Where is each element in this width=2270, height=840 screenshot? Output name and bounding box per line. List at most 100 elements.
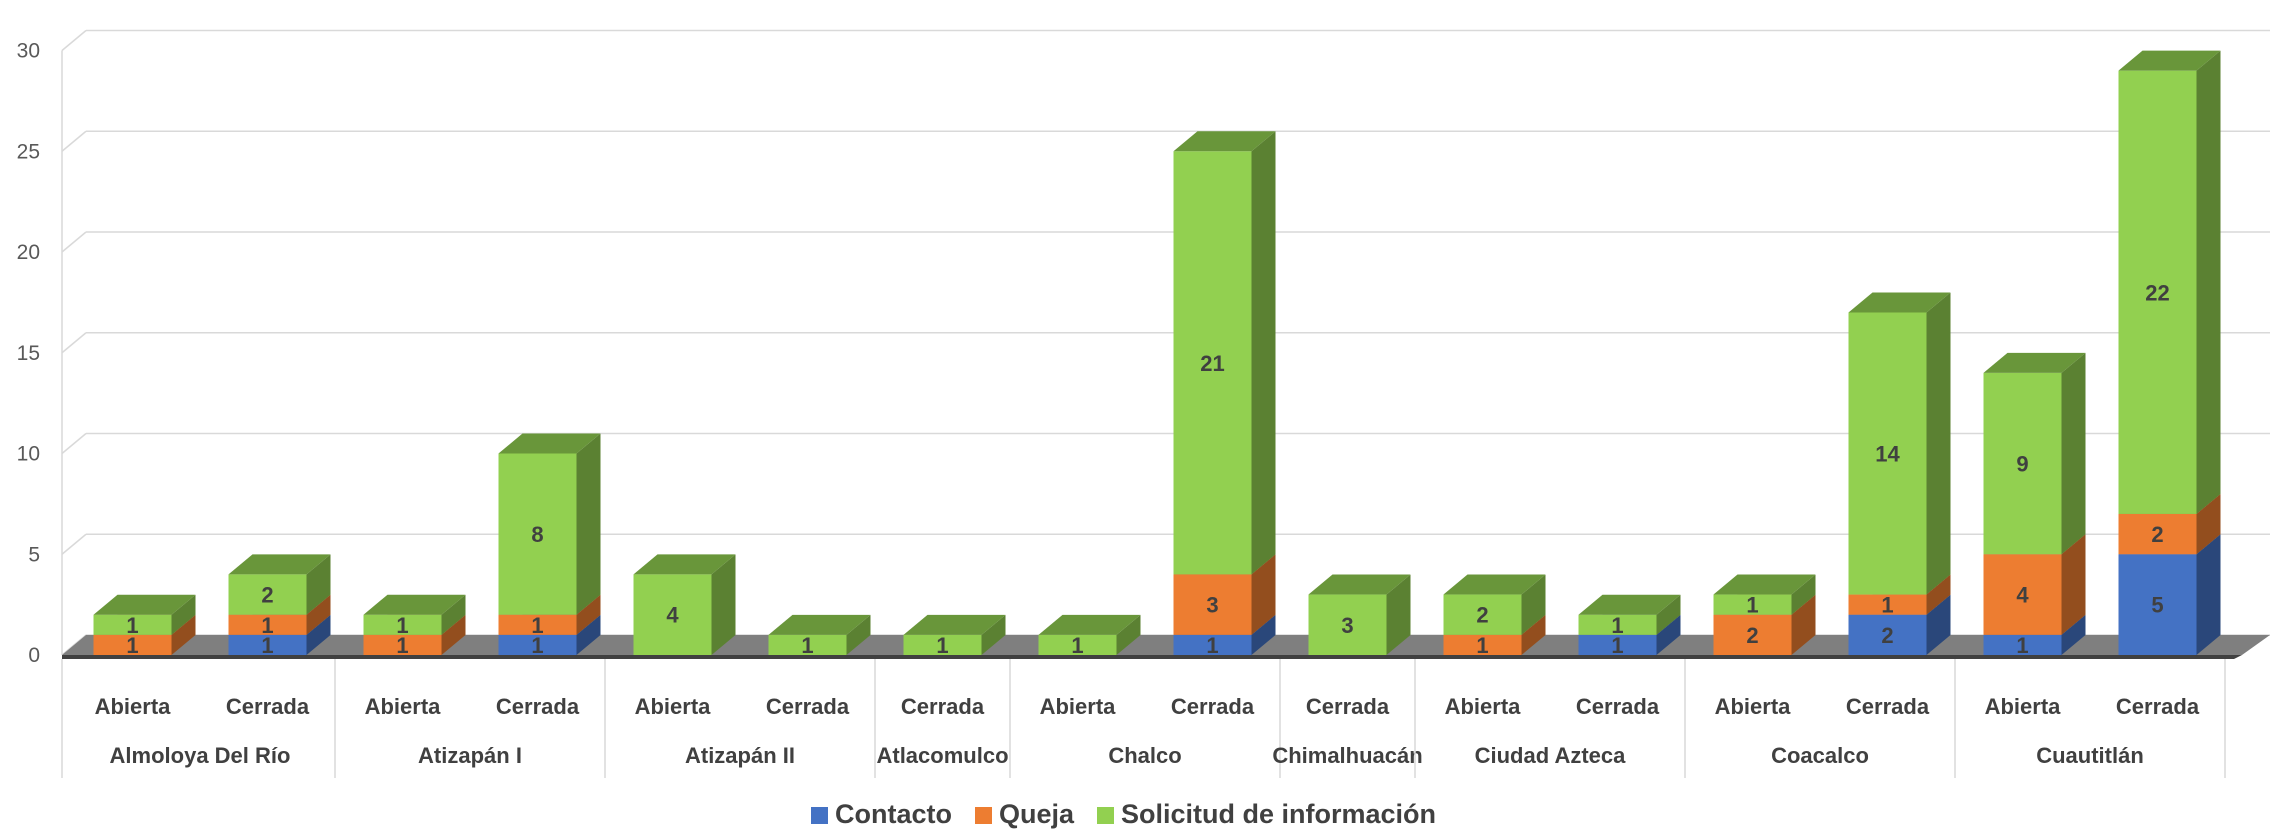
bar-side (1116, 614, 1141, 655)
bar-side (2061, 534, 2086, 635)
bar-side (306, 594, 331, 635)
bar-side (2196, 50, 2221, 514)
bar-front (1983, 554, 2062, 635)
bar-segment (768, 614, 871, 655)
group-label: Chimalhuacán (1272, 743, 1422, 768)
bar-front (768, 634, 847, 655)
legend-label: Solicitud de información (1121, 799, 1436, 829)
bar-side (846, 614, 871, 655)
bar-segment (633, 554, 736, 655)
bar-top (1713, 574, 1816, 595)
bar-side (441, 594, 466, 635)
data-label: 1 (1611, 633, 1623, 658)
gridline-side (61, 29, 87, 52)
category-label: Cerrada (226, 694, 310, 719)
bar-side (2196, 534, 2221, 655)
bar-segment (903, 614, 1006, 655)
data-label: 4 (666, 603, 679, 628)
group-label: Chalco (1108, 743, 1181, 768)
category-label: Cerrada (1846, 694, 1930, 719)
data-label: 1 (1206, 633, 1218, 658)
legend-swatch (811, 807, 828, 824)
legend-label: Queja (999, 799, 1075, 829)
bar-segment (363, 594, 466, 635)
bar-side (1926, 594, 1951, 655)
bar-front (1848, 594, 1927, 615)
bar-top (768, 614, 871, 635)
data-label: 5 (2151, 593, 2163, 618)
gridline-side (61, 231, 87, 253)
bar-side (1521, 574, 1546, 635)
bar-front (93, 634, 172, 655)
bar-segment (1173, 131, 1276, 575)
bar-top (1173, 131, 1276, 152)
y-tick-label: 20 (17, 241, 40, 264)
data-label: 1 (396, 633, 408, 658)
bar-top (1983, 352, 2086, 373)
bar-segment (1848, 292, 1951, 595)
bar-front (228, 634, 307, 655)
bar-side (1656, 594, 1681, 635)
data-label: 1 (2016, 633, 2028, 658)
category-label: Cerrada (496, 694, 580, 719)
bar-segment (1713, 574, 1816, 615)
bar-side (1251, 131, 1276, 575)
data-label: 14 (1875, 442, 1900, 467)
bar-side (306, 614, 331, 655)
bar-side (576, 433, 601, 615)
bar-segment (1038, 614, 1141, 655)
bar-front (363, 634, 442, 655)
bar-front (363, 614, 442, 635)
bar-front (633, 574, 712, 655)
gridline-side (61, 533, 87, 555)
data-label: 3 (1341, 613, 1353, 638)
y-tick-label: 15 (17, 342, 40, 365)
data-label: 1 (126, 633, 138, 658)
bar-front (1848, 312, 1927, 595)
data-label: 1 (531, 613, 543, 638)
bar-front (2118, 513, 2197, 555)
data-label: 1 (531, 633, 543, 658)
legend-item: Solicitud de información (1097, 799, 1436, 829)
bar-side (1656, 614, 1681, 655)
bar-front (498, 453, 577, 615)
bar-front (1173, 151, 1252, 575)
bar-front (1983, 372, 2062, 555)
bar-top (93, 594, 196, 615)
data-label: 1 (936, 633, 948, 658)
bar-top (1443, 574, 1546, 595)
floor-edge (62, 655, 2242, 659)
group-label: Coacalco (1771, 743, 1869, 768)
bar-side (1251, 554, 1276, 635)
bar-top (1578, 594, 1681, 615)
bar-front (1713, 614, 1792, 655)
data-label: 2 (261, 583, 273, 608)
bar-front (228, 574, 307, 615)
bar-front (1983, 634, 2062, 655)
bar-top (1308, 574, 1411, 595)
data-label: 22 (2145, 280, 2169, 305)
data-label: 1 (396, 613, 408, 638)
bar-front (1173, 574, 1252, 635)
bar-front (1578, 614, 1657, 635)
bar-segment (93, 594, 196, 635)
bar-side (2196, 493, 2221, 555)
bar-side (1926, 574, 1951, 615)
bar-side (576, 614, 601, 655)
category-label: Abierta (95, 694, 172, 719)
bar-segment (1578, 594, 1681, 635)
bar-front (93, 614, 172, 635)
bar-segment (498, 433, 601, 615)
group-label: Atizapán II (685, 743, 795, 768)
category-label: Cerrada (1306, 694, 1390, 719)
bar-side (2061, 614, 2086, 655)
data-label: 2 (1746, 623, 1758, 648)
group-label: Atizapán I (418, 743, 522, 768)
category-label: Cerrada (1576, 694, 1660, 719)
data-label: 2 (1476, 603, 1488, 628)
category-label: Abierta (1445, 694, 1522, 719)
bar-front (498, 634, 577, 655)
bar-front (1038, 634, 1117, 655)
